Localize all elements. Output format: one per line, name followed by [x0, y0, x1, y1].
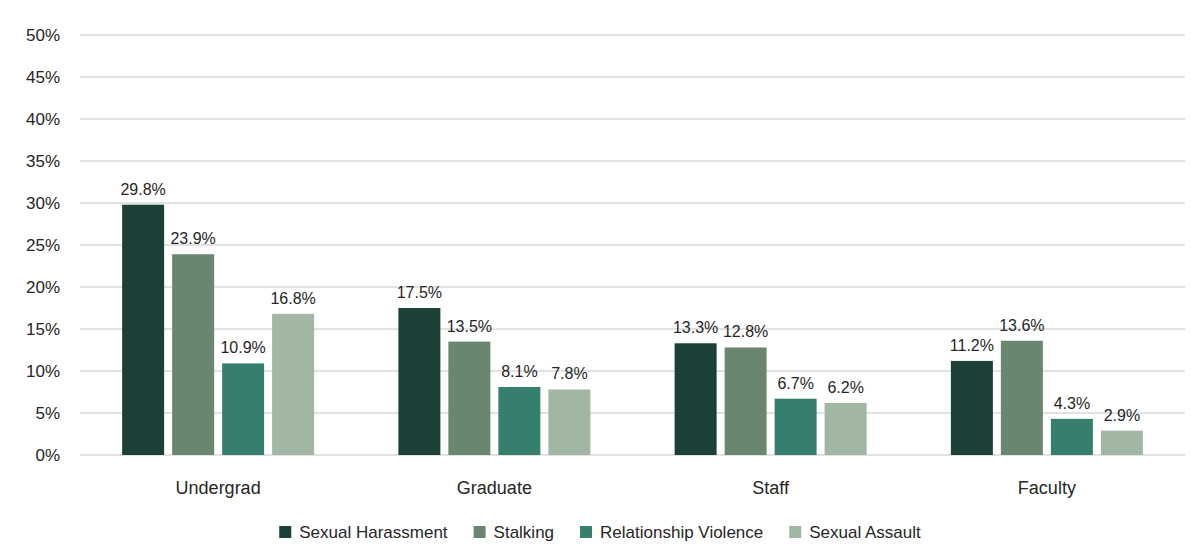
bar — [1101, 431, 1143, 455]
x-tick-label: Graduate — [457, 478, 532, 498]
bar — [398, 308, 440, 455]
bar — [498, 387, 540, 455]
y-tick-label: 15% — [26, 320, 60, 339]
y-tick-label: 5% — [35, 404, 60, 423]
chart: 0% 5% 10% 15% 20% 25% 30% 35% 40% 45% 50% 29.8% 23.9… — [0, 0, 1200, 552]
y-tick-label: 40% — [26, 110, 60, 129]
bar — [172, 254, 214, 455]
data-label: 13.3% — [673, 319, 718, 336]
legend-swatch — [474, 526, 486, 538]
data-label: 6.2% — [827, 379, 863, 396]
data-label: 11.2% — [950, 337, 994, 354]
legend-item: Relationship Violence — [580, 523, 763, 542]
y-tick-label: 30% — [26, 194, 60, 213]
grid-line — [80, 244, 1185, 245]
grid — [80, 35, 1185, 455]
bar — [775, 399, 817, 455]
data-label: 23.9% — [170, 230, 215, 247]
bar — [272, 314, 314, 455]
legend: Sexual Harassment Stalking Relationship Vi… — [279, 523, 921, 542]
grid-line — [80, 286, 1185, 287]
y-tick-label: 50% — [26, 26, 60, 45]
grid-line — [80, 76, 1185, 77]
data-label: 13.5% — [447, 318, 492, 335]
legend-label: Stalking — [494, 523, 554, 542]
y-tick-label: 35% — [26, 152, 60, 171]
legend-swatch — [580, 526, 592, 538]
bar — [222, 363, 264, 455]
x-tick-label: Staff — [752, 478, 790, 498]
data-label: 10.9% — [220, 339, 265, 356]
bars — [122, 205, 1143, 455]
bar — [675, 343, 717, 455]
bar — [1001, 341, 1043, 455]
legend-label: Relationship Violence — [600, 523, 763, 542]
legend-label: Sexual Harassment — [299, 523, 448, 542]
data-label: 7.8% — [551, 365, 587, 382]
y-tick-label: 20% — [26, 278, 60, 297]
y-tick-label: 0% — [35, 446, 60, 465]
y-tick-label: 10% — [26, 362, 60, 381]
data-label: 8.1% — [501, 363, 537, 380]
bar — [122, 205, 164, 455]
grid-line — [80, 160, 1185, 161]
y-tick-label: 45% — [26, 68, 60, 87]
data-label: 6.7% — [777, 375, 813, 392]
grid-line — [80, 34, 1185, 35]
legend-swatch — [279, 526, 291, 538]
data-labels: 29.8% 23.9% 10.9% 16.8% 17.5% 13.5% 8.1% 7.8% 13… — [120, 181, 1140, 424]
x-tick-label: Faculty — [1018, 478, 1076, 498]
bar — [725, 347, 767, 455]
data-label: 17.5% — [397, 284, 442, 301]
bar — [448, 342, 490, 455]
legend-swatch — [789, 526, 801, 538]
bar — [548, 389, 590, 455]
data-label: 4.3% — [1054, 395, 1090, 412]
legend-item: Sexual Harassment — [279, 523, 448, 542]
bar — [1051, 419, 1093, 455]
legend-label: Sexual Assault — [809, 523, 921, 542]
legend-item: Stalking — [474, 523, 554, 542]
bar — [825, 403, 867, 455]
data-label: 16.8% — [270, 290, 315, 307]
grid-line — [80, 118, 1185, 119]
grid-line — [80, 202, 1185, 203]
legend-item: Sexual Assault — [789, 523, 921, 542]
data-label: 29.8% — [120, 181, 165, 198]
x-tick-label: Undergrad — [176, 478, 261, 498]
data-label: 2.9% — [1104, 407, 1140, 424]
y-tick-label: 25% — [26, 236, 60, 255]
bar — [951, 361, 993, 455]
data-label: 12.8% — [723, 323, 768, 340]
data-label: 13.6% — [999, 317, 1044, 334]
